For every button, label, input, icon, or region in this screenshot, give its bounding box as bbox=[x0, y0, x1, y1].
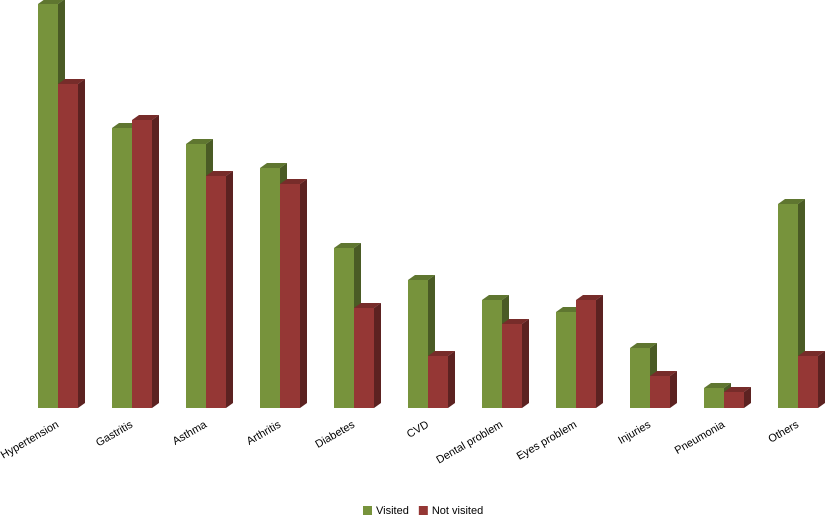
bar bbox=[206, 176, 226, 408]
bar-side bbox=[670, 371, 677, 408]
bar bbox=[58, 84, 78, 408]
bar-side bbox=[374, 303, 381, 408]
bar bbox=[280, 184, 300, 408]
bar-side bbox=[818, 351, 825, 408]
bar-top bbox=[260, 163, 287, 168]
x-tick-label: Dental problem bbox=[434, 419, 505, 467]
bar bbox=[556, 312, 576, 408]
bar-top bbox=[334, 243, 361, 248]
x-tick-label: Eyes problem bbox=[515, 419, 579, 463]
x-tick-label: Injuries bbox=[616, 418, 653, 446]
bar-top bbox=[428, 351, 455, 356]
bar-side bbox=[448, 351, 455, 408]
x-tick-label: Pneumonia bbox=[673, 418, 728, 457]
bar bbox=[724, 392, 744, 408]
x-tick-label: Diabetes bbox=[313, 418, 357, 450]
bar-top bbox=[280, 179, 307, 184]
bar-top bbox=[482, 295, 509, 300]
bar bbox=[354, 308, 374, 408]
x-tick-label: Arthritis bbox=[245, 418, 284, 447]
bar-top bbox=[408, 275, 435, 280]
legend-label: Not visited bbox=[432, 505, 483, 517]
bar bbox=[630, 348, 650, 408]
bar-top bbox=[354, 303, 381, 308]
bar-side bbox=[78, 79, 85, 408]
bar-side bbox=[596, 295, 603, 408]
bar-top bbox=[576, 295, 603, 300]
bar bbox=[186, 144, 206, 408]
legend-swatch bbox=[363, 506, 372, 515]
bar bbox=[112, 128, 132, 408]
bar bbox=[334, 248, 354, 408]
bar bbox=[38, 4, 58, 408]
bar bbox=[408, 280, 428, 408]
bar bbox=[482, 300, 502, 408]
bar bbox=[502, 324, 522, 408]
bar-top bbox=[630, 343, 657, 348]
x-tick-label: Others bbox=[766, 418, 801, 445]
x-tick-label: CVD bbox=[405, 419, 431, 441]
bar bbox=[260, 168, 280, 408]
bar bbox=[428, 356, 448, 408]
bar bbox=[704, 388, 724, 408]
bar-top bbox=[798, 351, 825, 356]
bar bbox=[778, 204, 798, 408]
bar-side bbox=[226, 171, 233, 408]
x-tick-label: Asthma bbox=[171, 418, 210, 447]
bar-top bbox=[206, 171, 233, 176]
bar-side bbox=[300, 179, 307, 408]
bar-top bbox=[704, 383, 731, 388]
x-tick-label: Hypertension bbox=[0, 419, 61, 462]
bar-side bbox=[152, 115, 159, 408]
bar-top bbox=[778, 199, 805, 204]
bar-top bbox=[502, 319, 529, 324]
legend-swatch bbox=[418, 506, 428, 515]
bar-top bbox=[132, 115, 159, 120]
bar-top bbox=[650, 371, 677, 376]
bar-side bbox=[744, 387, 751, 408]
bar bbox=[650, 376, 670, 408]
bar-top bbox=[186, 139, 213, 144]
bar bbox=[576, 300, 596, 408]
bar-top bbox=[58, 79, 85, 84]
bar bbox=[798, 356, 818, 408]
bar-top bbox=[38, 0, 64, 4]
bar-side bbox=[522, 319, 529, 408]
bar-top bbox=[724, 387, 751, 392]
x-tick-label: Gastritis bbox=[94, 418, 135, 449]
bar bbox=[132, 120, 152, 408]
legend-label: Visited bbox=[376, 505, 409, 517]
